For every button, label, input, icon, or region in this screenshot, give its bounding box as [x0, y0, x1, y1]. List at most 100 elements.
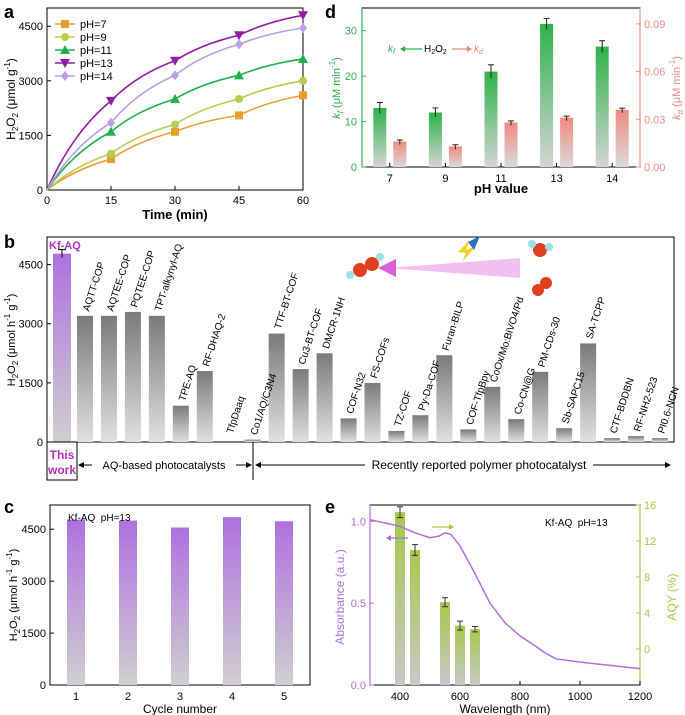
b-bar [388, 430, 405, 442]
e-left-tick-label: 0.5 [351, 598, 366, 610]
aq-group-label: AQ-based photocatalysts [103, 460, 226, 472]
a-legend-label: pH=9 [80, 32, 107, 44]
b-bar-label: RF-DHAQ-2 [201, 312, 228, 368]
panel-d-legend: kf H2O2 kd [388, 44, 484, 56]
pink-reaction-arrow [388, 258, 520, 278]
a-legend-label: pH=14 [80, 71, 113, 83]
d-bar-kf [373, 107, 387, 167]
this-work-box [46, 441, 78, 481]
b-y-tick-label: 4500 [19, 260, 43, 272]
c-y-tick-label: 3000 [22, 576, 46, 588]
a-legend-marker [60, 59, 70, 68]
this-work-label-line1: This [50, 448, 75, 462]
d-right-tick-label: 0.03 [644, 114, 665, 126]
d-bar-kd [448, 146, 462, 167]
b-bar-label: DMCR-1NH [321, 296, 348, 350]
d-left-tick-label: 20 [345, 71, 357, 83]
a-series-point-pH=11 [234, 70, 244, 80]
a-series-point-pH=11 [298, 53, 308, 63]
d-left-tick-label: 30 [345, 26, 357, 38]
d-x-tick-label: 9 [442, 173, 448, 185]
light-ray-icon [468, 236, 480, 250]
d-bar-kd [615, 109, 629, 167]
e-x-tick-label: 800 [511, 691, 529, 703]
a-series-point-pH=9 [299, 76, 307, 85]
a-series-point-pH=14 [107, 117, 115, 128]
aqy-indicator-arrowhead [449, 524, 454, 530]
a-series-point-pH=11 [170, 94, 180, 103]
b-bar-label: PM-CDs-30 [537, 315, 564, 368]
panel-d-x-axis-title: pH value [474, 181, 528, 196]
a-series-point-pH=7 [235, 111, 243, 120]
e-left-tick-label: 1.0 [351, 516, 366, 528]
b-bar [556, 428, 573, 442]
c-x-tick-label: 5 [281, 691, 287, 703]
panel-c-x-axis-title: Cycle number [143, 702, 217, 715]
b-bar-label: Furan-BILP [441, 300, 467, 352]
panel-c-bar-chart: 0 1500 3000 4500 1 2 3 4 5 Kf-AQ pH=13 Cycle num… [5, 504, 311, 715]
e-right-tick-label: 12 [644, 536, 656, 548]
c-y-tick-label: 1500 [22, 628, 46, 640]
legend-kd: kd [474, 44, 484, 56]
b-bar [628, 436, 645, 442]
b-bar-label: PQTEE-COP [129, 249, 158, 309]
b-bar [412, 415, 429, 442]
d-bar-kd [393, 141, 407, 167]
panel-b-frame [46, 236, 675, 443]
b-bar-label: SA-TCPP [585, 295, 609, 340]
b-bar [580, 343, 597, 442]
a-series-point-pH=7 [107, 155, 115, 164]
b-bar-label: TTF-BT-COF [273, 272, 301, 331]
c-bar [67, 519, 85, 685]
e-x-tick-label: 1200 [628, 691, 652, 703]
a-series-point-pH=9 [107, 149, 115, 158]
panel-d-left-y-axis-title: kf (μM min-1) [328, 57, 345, 119]
c-x-tick-label: 2 [125, 691, 131, 703]
c-x-tick-label: 3 [177, 691, 183, 703]
a-legend-label: pH=7 [80, 19, 107, 31]
a-x-tick-label: 60 [297, 195, 309, 207]
pink-arrow-head [378, 259, 396, 277]
polymer-group-arrow-left [255, 462, 261, 468]
a-series-point-pH=14 [171, 70, 179, 81]
b-bar-label: TZ-COF [393, 390, 415, 428]
d-left-tick-label: 10 [345, 117, 357, 129]
a-series-point-pH=13 [298, 11, 308, 21]
d-bar-kf [484, 71, 498, 167]
panel-label-c: c [4, 497, 14, 517]
a-series-point-pH=13 [106, 96, 116, 106]
a-legend-marker [61, 33, 69, 41]
c-x-tick-label: 1 [73, 691, 79, 703]
b-bar-label-kf-aq: Kf-AQ [49, 240, 81, 252]
b-bar [196, 371, 213, 442]
a-y-tick-label: 3000 [19, 76, 43, 88]
a-legend-marker [61, 20, 69, 28]
e-aqy-bar [395, 512, 405, 685]
a-series-point-pH=11 [106, 126, 116, 136]
panel-label-b: b [4, 232, 15, 252]
water-molecule-icon [533, 243, 547, 257]
b-bar [292, 369, 309, 442]
d-bar-kf [540, 23, 554, 168]
a-legend-label: pH=13 [80, 58, 113, 70]
b-y-tick-label: 1500 [19, 378, 43, 390]
a-x-tick-label: 0 [44, 195, 50, 207]
d-right-tick-label: 0.00 [644, 162, 665, 174]
a-series-point-pH=9 [235, 95, 243, 103]
lightning-icon [458, 240, 476, 262]
d-bar-kd [560, 117, 574, 167]
b-bar [316, 353, 333, 442]
b-bar [532, 371, 549, 442]
d-x-tick-label: 14 [606, 173, 618, 185]
b-bar-label: CoOx/Mo:BiVO4/Pd [489, 296, 527, 384]
a-y-tick-label: 1500 [19, 130, 43, 142]
b-bar [652, 438, 668, 442]
a-x-tick-label: 15 [105, 195, 117, 207]
abs-indicator-arrowhead [386, 535, 391, 541]
e-aqy-bar [455, 625, 465, 685]
d-x-tick-label: 13 [550, 173, 562, 185]
legend-kf: kf [388, 44, 396, 56]
a-series-point-pH=13 [170, 56, 180, 66]
